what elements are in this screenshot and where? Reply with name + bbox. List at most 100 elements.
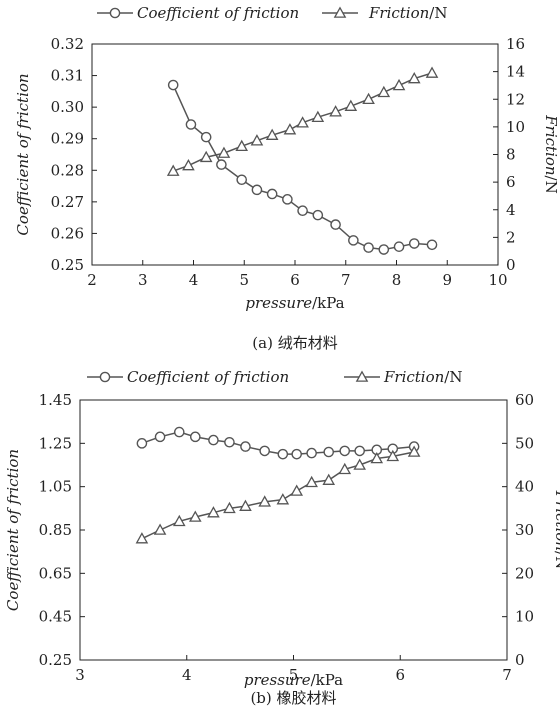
data-point-circle: [167, 79, 179, 91]
data-point-triangle: [362, 92, 375, 105]
y-right-tick-label: 30: [515, 521, 534, 539]
data-point-circle: [154, 431, 166, 443]
legend-label: Friction/N: [368, 4, 447, 22]
data-point-circle: [297, 205, 308, 216]
data-point-triangle: [392, 78, 406, 91]
x-tick-label: 3: [138, 271, 148, 289]
y-right-tick-label: 2: [506, 228, 516, 246]
x-tick-label: 3: [75, 666, 85, 684]
x-tick-label: 5: [239, 271, 249, 289]
x-axis-label: pressure/kPa: [244, 671, 343, 689]
y-right-tick-label: 10: [515, 608, 534, 626]
y-left-tick-label: 0.27: [51, 193, 84, 211]
data-point-triangle: [135, 532, 149, 544]
data-point-triangle: [258, 495, 271, 507]
data-point-triangle: [223, 501, 236, 514]
data-point-circle: [378, 244, 390, 255]
data-point-circle: [216, 159, 227, 170]
y-right-tick-label: 0: [515, 651, 525, 669]
data-point-triangle: [207, 506, 220, 518]
y-right-tick-label: 8: [506, 146, 516, 164]
data-point-triangle: [305, 475, 318, 488]
y-left-tick-label: 1.25: [39, 434, 72, 452]
x-tick-label: 6: [290, 271, 300, 289]
data-point-triangle: [370, 451, 384, 464]
y-right-tick-label: 16: [506, 35, 525, 53]
y-right-tick-label: 0: [506, 256, 516, 274]
data-point-circle: [354, 445, 365, 457]
legend-marker-circle: [109, 7, 121, 19]
data-point-circle: [173, 426, 185, 438]
legend-marker-triangle: [355, 370, 369, 382]
y-right-tick-label: 12: [506, 90, 525, 108]
data-point-triangle: [322, 473, 336, 485]
data-point-circle: [185, 119, 197, 130]
data-point-circle: [240, 441, 251, 452]
series-line-circle: [172, 84, 433, 251]
x-tick-label: 5: [289, 666, 299, 684]
data-point-triangle: [188, 510, 202, 522]
y-left-tick-label: 0.28: [51, 161, 84, 179]
x-tick-label: 9: [442, 271, 452, 289]
data-point-circle: [200, 131, 212, 143]
data-point-triangle: [407, 445, 421, 457]
y-right-tick-label: 6: [506, 173, 516, 191]
data-point-circle: [208, 434, 219, 446]
data-point-circle: [330, 219, 341, 230]
y-right-tick-label: 20: [515, 564, 534, 582]
x-tick-label: 7: [502, 666, 512, 684]
data-point-circle: [363, 242, 374, 253]
legend-label: Coefficient of friction: [137, 4, 299, 22]
y-left-tick-label: 0.32: [51, 35, 84, 53]
y-right-tick-label: 14: [506, 63, 525, 81]
data-point-circle: [426, 239, 438, 251]
data-point-triangle: [283, 123, 297, 135]
x-tick-label: 7: [341, 271, 351, 289]
y-right-axis-label: Friction/N: [542, 114, 560, 193]
y-left-tick-label: 0.29: [51, 130, 84, 148]
data-point-triangle: [250, 134, 264, 146]
data-point-triangle: [182, 159, 195, 171]
y-left-axis-label: Coefficient of friction: [4, 449, 22, 611]
y-left-tick-label: 0.85: [39, 521, 72, 539]
x-tick-label: 4: [182, 666, 192, 684]
data-point-circle: [408, 238, 420, 249]
data-point-triangle: [235, 139, 249, 152]
legend-marker-circle: [99, 371, 111, 383]
y-left-axis-label: Coefficient of friction: [14, 73, 32, 235]
y-right-tick-label: 60: [515, 391, 534, 409]
y-right-tick-label: 4: [506, 201, 516, 219]
y-left-tick-label: 0.45: [39, 608, 72, 626]
y-left-tick-label: 0.30: [51, 98, 84, 116]
chart-b: 3 4 5 6 7 0.25 0.45 0.65 0.85 1.05 1.25 1.45 0 10 20 30…: [4, 368, 560, 707]
legend-marker-triangle: [333, 6, 347, 18]
data-point-circle: [236, 174, 248, 186]
data-point-circle: [251, 184, 263, 196]
data-point-circle: [224, 436, 235, 448]
data-point-triangle: [329, 105, 342, 117]
x-tick-label: 10: [488, 271, 507, 289]
y-right-tick-label: 10: [506, 118, 525, 136]
y-left-tick-label: 0.26: [51, 224, 84, 242]
data-point-circle: [277, 448, 289, 460]
data-point-triangle: [217, 146, 231, 158]
data-point-triangle: [296, 116, 309, 128]
y-left-tick-label: 1.45: [39, 391, 72, 409]
y-left-tick-label: 1.05: [39, 478, 72, 496]
legend-label: Coefficient of friction: [127, 368, 289, 386]
legend-label: Friction/N: [383, 368, 462, 386]
chart-caption: (b) 橡胶材料: [250, 689, 336, 707]
data-point-circle: [291, 448, 303, 460]
chart-caption: (a) 绒布材料: [252, 334, 337, 352]
y-right-axis-label: Friction/N: [552, 490, 560, 569]
data-point-triangle: [172, 514, 186, 527]
data-point-circle: [323, 446, 335, 458]
data-point-circle: [312, 209, 324, 221]
data-point-circle: [339, 445, 351, 457]
data-point-circle: [306, 447, 317, 459]
data-point-circle: [348, 235, 359, 246]
data-point-circle: [136, 438, 148, 449]
x-tick-label: 2: [87, 271, 97, 289]
x-tick-label: 4: [189, 271, 199, 289]
